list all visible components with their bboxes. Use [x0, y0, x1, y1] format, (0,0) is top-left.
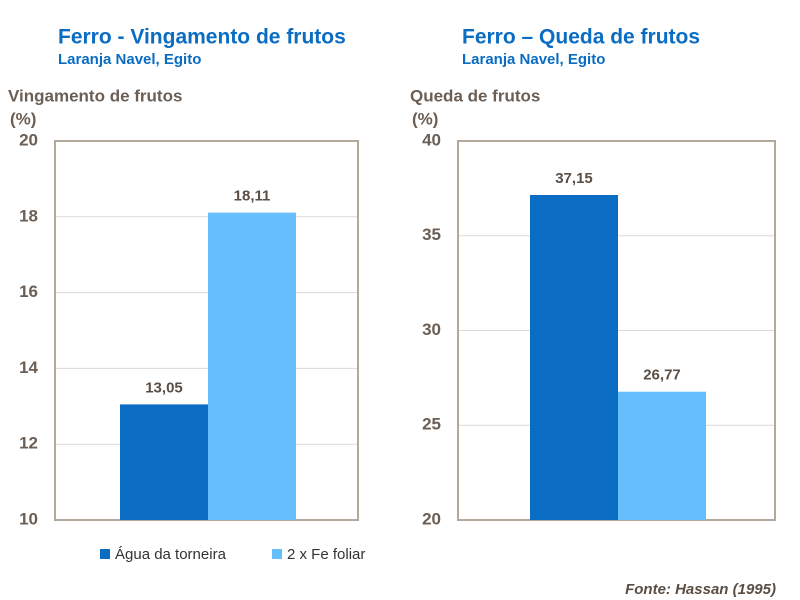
value-label: 26,77: [643, 367, 681, 384]
y-tick-label: 16: [19, 282, 38, 301]
value-label: 37,15: [555, 170, 593, 187]
chart-title: Ferro – Queda de frutos: [462, 26, 700, 49]
bar: [618, 391, 706, 520]
y-tick-label: 18: [19, 206, 38, 225]
chart-title: Ferro - Vingamento de frutos: [58, 26, 346, 49]
y-tick-label: 10: [19, 509, 38, 528]
value-label: 18,11: [234, 188, 271, 205]
source: Fonte: Hassan (1995): [625, 581, 776, 598]
bar: [208, 212, 296, 521]
y-tick-label: 20: [422, 509, 441, 528]
y-axis-label: (%): [412, 109, 438, 128]
y-axis-label: (%): [10, 109, 36, 128]
legend-swatch: [272, 549, 282, 559]
bar: [120, 404, 208, 520]
y-tick-label: 25: [422, 415, 441, 434]
y-tick-label: 35: [422, 225, 441, 244]
y-tick-label: 12: [19, 434, 38, 453]
y-tick-label: 30: [422, 320, 441, 339]
chart-subtitle: Laranja Navel, Egito: [462, 51, 605, 68]
y-axis-label: Vingamento de frutos: [8, 86, 182, 105]
value-label: 13,05: [145, 379, 183, 396]
chart-subtitle: Laranja Navel, Egito: [58, 51, 201, 68]
y-tick-label: 20: [19, 130, 38, 149]
y-axis-label: Queda de frutos: [410, 86, 540, 105]
bar: [530, 195, 618, 520]
y-tick-label: 40: [422, 130, 441, 149]
legend-label: Água da torneira: [115, 546, 227, 563]
legend-swatch: [100, 549, 110, 559]
legend-label: 2 x Fe foliar: [287, 546, 365, 563]
y-tick-label: 14: [19, 358, 38, 377]
